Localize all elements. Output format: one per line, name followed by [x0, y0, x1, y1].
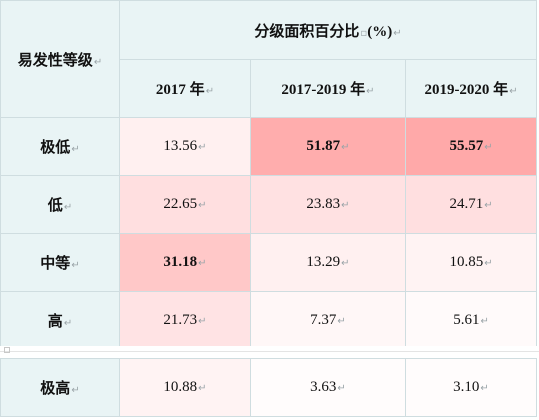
table-anchor-icon — [4, 347, 10, 353]
paragraph-mark: ↵ — [93, 56, 103, 68]
row-label-medium: 中等↵ — [0, 233, 120, 292]
table-row: 低↵ 22.65↵ 23.83↵ 24.71↵ — [0, 175, 538, 234]
value-cell: 5.61↵ — [404, 291, 538, 350]
row-label-low: 低↵ — [0, 175, 120, 234]
value-cell: 23.83↵ — [250, 175, 406, 234]
row-label-very-low: 极低↵ — [0, 117, 120, 176]
row-header-title-cell: 易发性等级↵ — [0, 0, 120, 118]
value-cell: 51.87↵ — [250, 117, 406, 176]
value-cell: 10.85↵ — [404, 233, 538, 292]
row-header-title: 易发性等级 — [17, 52, 93, 69]
paragraph-mark: ↵ — [393, 27, 402, 39]
table-row: 极高↵ 10.88↵ 3.63↵ 3.10↵ — [0, 358, 537, 417]
value-cell: 3.63↵ — [250, 358, 406, 417]
group-title-cell: 分级面积百分比▫(%)↵ — [118, 0, 538, 60]
page-break-line — [0, 351, 539, 352]
value-cell: 13.29↵ — [250, 233, 406, 292]
value-cell: 21.73↵ — [119, 291, 251, 350]
value-cell: 24.71↵ — [404, 175, 538, 234]
group-unit: (%) — [367, 23, 393, 40]
column-header-2019-2020: 2019-2020 年↵ — [404, 59, 538, 118]
table-row: 高↵ 21.73↵ 7.37↵ 5.61↵ — [0, 291, 538, 350]
value-cell: 3.10↵ — [405, 358, 537, 417]
value-cell: 13.56↵ — [119, 117, 251, 176]
column-header-2017: 2017 年↵ — [119, 59, 251, 118]
value-cell: 22.65↵ — [119, 175, 251, 234]
row-label-very-high: 极高↵ — [0, 358, 120, 417]
value-cell: 10.88↵ — [119, 358, 251, 417]
group-title: 分级面积百分比 — [254, 23, 360, 40]
table-row: 中等↵ 31.18↵ 13.29↵ 10.85↵ — [0, 233, 538, 292]
area-percentage-table-continued: 极高↵ 10.88↵ 3.63↵ 3.10↵ — [0, 358, 537, 417]
table-row: 极低↵ 13.56↵ 51.87↵ 55.57↵ — [0, 117, 538, 176]
area-percentage-table: 易发性等级↵ 分级面积百分比▫(%)↵ 2017 年↵ 2017-2019 年↵… — [0, 0, 538, 350]
value-cell: 55.57↵ — [404, 117, 538, 176]
page-break-gap — [0, 346, 539, 358]
row-label-high: 高↵ — [0, 291, 120, 350]
dot-mark: ▫ — [360, 27, 368, 39]
value-cell: 7.37↵ — [250, 291, 406, 350]
column-header-2017-2019: 2017-2019 年↵ — [250, 59, 406, 118]
value-cell: 31.18↵ — [119, 233, 251, 292]
